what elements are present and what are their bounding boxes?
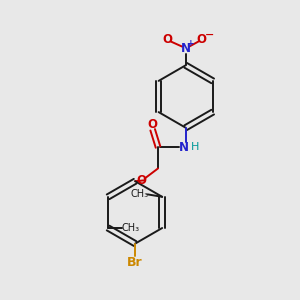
Text: −: −	[205, 30, 214, 40]
Text: O: O	[148, 118, 158, 131]
Text: O: O	[196, 33, 206, 46]
Text: O: O	[162, 33, 172, 46]
Text: O: O	[137, 174, 147, 188]
Text: +: +	[187, 38, 194, 47]
Text: N: N	[181, 42, 191, 56]
Text: CH₃: CH₃	[130, 189, 148, 200]
Text: H: H	[191, 142, 200, 152]
Text: N: N	[179, 140, 189, 154]
Text: CH₃: CH₃	[122, 223, 140, 233]
Text: Br: Br	[127, 256, 143, 268]
